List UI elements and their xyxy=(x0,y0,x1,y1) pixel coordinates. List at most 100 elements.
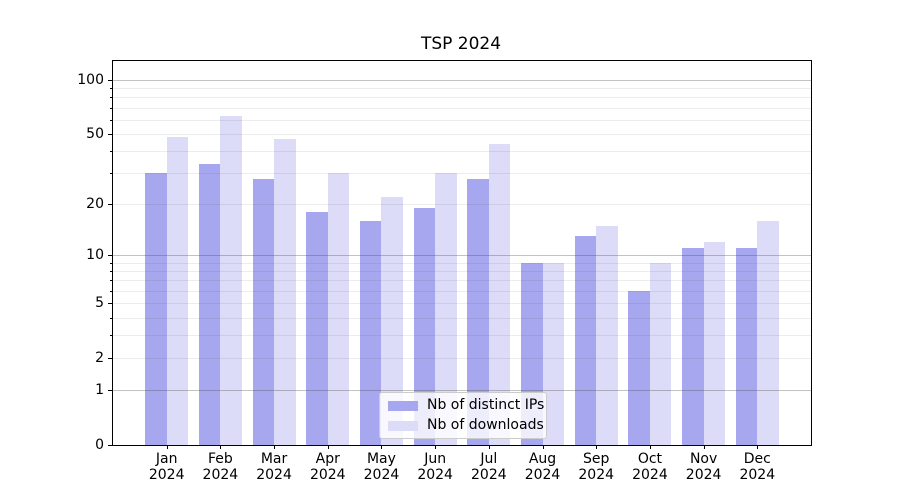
x-tick-label-jun: Jun 2024 xyxy=(417,451,453,483)
x-tick-aug xyxy=(542,445,544,449)
y-minor-tick-80 xyxy=(110,97,113,99)
y-minor-tick-2 xyxy=(110,358,113,360)
legend-swatch-distinct-ips xyxy=(388,400,418,411)
y-tick-label-20: 20 xyxy=(86,196,104,213)
minor-gridline-70 xyxy=(113,107,811,109)
minor-gridline-8 xyxy=(113,271,811,273)
minor-gridline-9 xyxy=(113,262,811,264)
bar-downloads-jul xyxy=(488,143,511,445)
x-tick-label-jan: Jan 2024 xyxy=(148,451,185,483)
minor-gridline-2 xyxy=(113,358,811,360)
legend: Nb of distinct IPs Nb of downloads xyxy=(379,392,547,439)
bar-distinct-ips-sep xyxy=(574,236,597,445)
plot-area: 100 50 20 10 5 2 1 0 Jan 2024 Feb 2024 Mar 2024 Apr 202… xyxy=(77,60,812,482)
bar-downloads-aug xyxy=(542,262,564,445)
bar-downloads-mar xyxy=(274,138,296,445)
x-tick-label-jul: Jul 2024 xyxy=(471,451,507,483)
y-minor-tick-9 xyxy=(110,262,113,264)
y-minor-tick-4 xyxy=(110,317,113,319)
y-minor-tick-6 xyxy=(110,290,113,292)
bar-distinct-ips-jul xyxy=(467,178,489,445)
bar-downloads-jan xyxy=(166,136,189,445)
bar-downloads-nov xyxy=(703,242,726,445)
bar-distinct-ips-mar xyxy=(252,178,275,445)
minor-gridline-6 xyxy=(113,290,811,292)
x-tick-may xyxy=(381,445,383,449)
bar-distinct-ips-apr xyxy=(306,211,328,445)
bar-distinct-ips-jun xyxy=(413,207,436,445)
y-tick-label-100: 100 xyxy=(77,71,104,88)
major-gridline-100 xyxy=(113,79,811,81)
y-minor-tick-20 xyxy=(110,204,113,206)
minor-gridline-20 xyxy=(113,204,811,206)
minor-gridline-90 xyxy=(113,88,811,89)
bar-downloads-sep xyxy=(596,225,618,445)
bar-downloads-may xyxy=(381,196,403,445)
x-tick-oct xyxy=(649,445,651,449)
x-tick-label-may: May 2024 xyxy=(363,451,400,483)
x-tick-label-mar: Mar 2024 xyxy=(256,451,292,483)
x-tick-label-oct: Oct 2024 xyxy=(632,451,668,483)
minor-gridline-40 xyxy=(113,151,811,153)
legend-item-distinct-ips: Nb of distinct IPs xyxy=(380,398,546,413)
bar-distinct-ips-jan xyxy=(145,173,167,445)
x-tick-dec xyxy=(757,445,759,449)
y-minor-tick-3 xyxy=(110,335,113,337)
minor-gridline-7 xyxy=(113,280,811,282)
bar-distinct-ips-oct xyxy=(628,290,650,445)
major-gridline-1 xyxy=(113,390,811,392)
minor-gridline-3 xyxy=(113,335,811,337)
bar-distinct-ips-may xyxy=(359,220,382,445)
y-tick-100 xyxy=(108,79,113,81)
x-tick-nov xyxy=(703,445,705,449)
bar-downloads-oct xyxy=(649,262,672,445)
y-minor-tick-5 xyxy=(110,303,113,305)
bar-distinct-ips-dec xyxy=(735,248,758,445)
x-tick-label-feb: Feb 2024 xyxy=(202,451,239,483)
bar-downloads-apr xyxy=(327,173,350,445)
y-tick-1 xyxy=(108,390,113,392)
legend-item-downloads: Nb of downloads xyxy=(380,418,546,433)
y-tick-0 xyxy=(108,445,113,446)
minor-gridline-80 xyxy=(113,97,811,99)
x-tick-label-dec: Dec 2024 xyxy=(739,451,776,483)
y-tick-label-5: 5 xyxy=(95,295,104,312)
x-tick-label-aug: Aug 2024 xyxy=(524,451,561,483)
legend-swatch-downloads xyxy=(388,420,418,431)
y-minor-tick-7 xyxy=(110,280,113,282)
y-tick-label-10: 10 xyxy=(86,247,104,264)
chart-title: TSP 2024 xyxy=(420,34,502,54)
y-minor-tick-60 xyxy=(110,119,113,121)
legend-label-distinct-ips: Nb of distinct IPs xyxy=(427,397,545,413)
x-tick-label-sep: Sep 2024 xyxy=(578,451,615,483)
bar-downloads-dec xyxy=(757,220,779,445)
x-tick-mar xyxy=(274,445,276,449)
x-tick-label-apr: Apr 2024 xyxy=(309,451,346,483)
y-tick-label-2: 2 xyxy=(95,350,104,367)
y-tick-label-0: 0 xyxy=(95,437,104,453)
y-minor-tick-8 xyxy=(110,271,113,273)
y-tick-label-50: 50 xyxy=(86,125,104,142)
minor-gridline-50 xyxy=(113,133,811,135)
y-tick-label-1: 1 xyxy=(95,382,104,399)
x-tick-jul xyxy=(488,445,490,449)
y-minor-tick-40 xyxy=(110,151,113,153)
x-tick-jan xyxy=(166,445,168,449)
x-tick-feb xyxy=(220,445,222,449)
y-minor-tick-30 xyxy=(110,173,113,175)
x-tick-sep xyxy=(596,445,598,449)
bar-downloads-feb xyxy=(220,115,242,445)
minor-gridline-5 xyxy=(113,303,811,305)
y-minor-tick-70 xyxy=(110,107,113,109)
x-tick-jun xyxy=(435,445,437,449)
bar-downloads-jun xyxy=(435,173,457,445)
x-tick-label-nov: Nov 2024 xyxy=(685,451,722,483)
minor-gridline-60 xyxy=(113,119,811,121)
minor-gridline-4 xyxy=(113,317,811,319)
bar-distinct-ips-feb xyxy=(198,163,221,445)
bar-distinct-ips-nov xyxy=(682,248,704,445)
y-minor-tick-90 xyxy=(110,88,113,89)
y-tick-10 xyxy=(108,255,113,257)
major-gridline-10 xyxy=(113,255,811,257)
